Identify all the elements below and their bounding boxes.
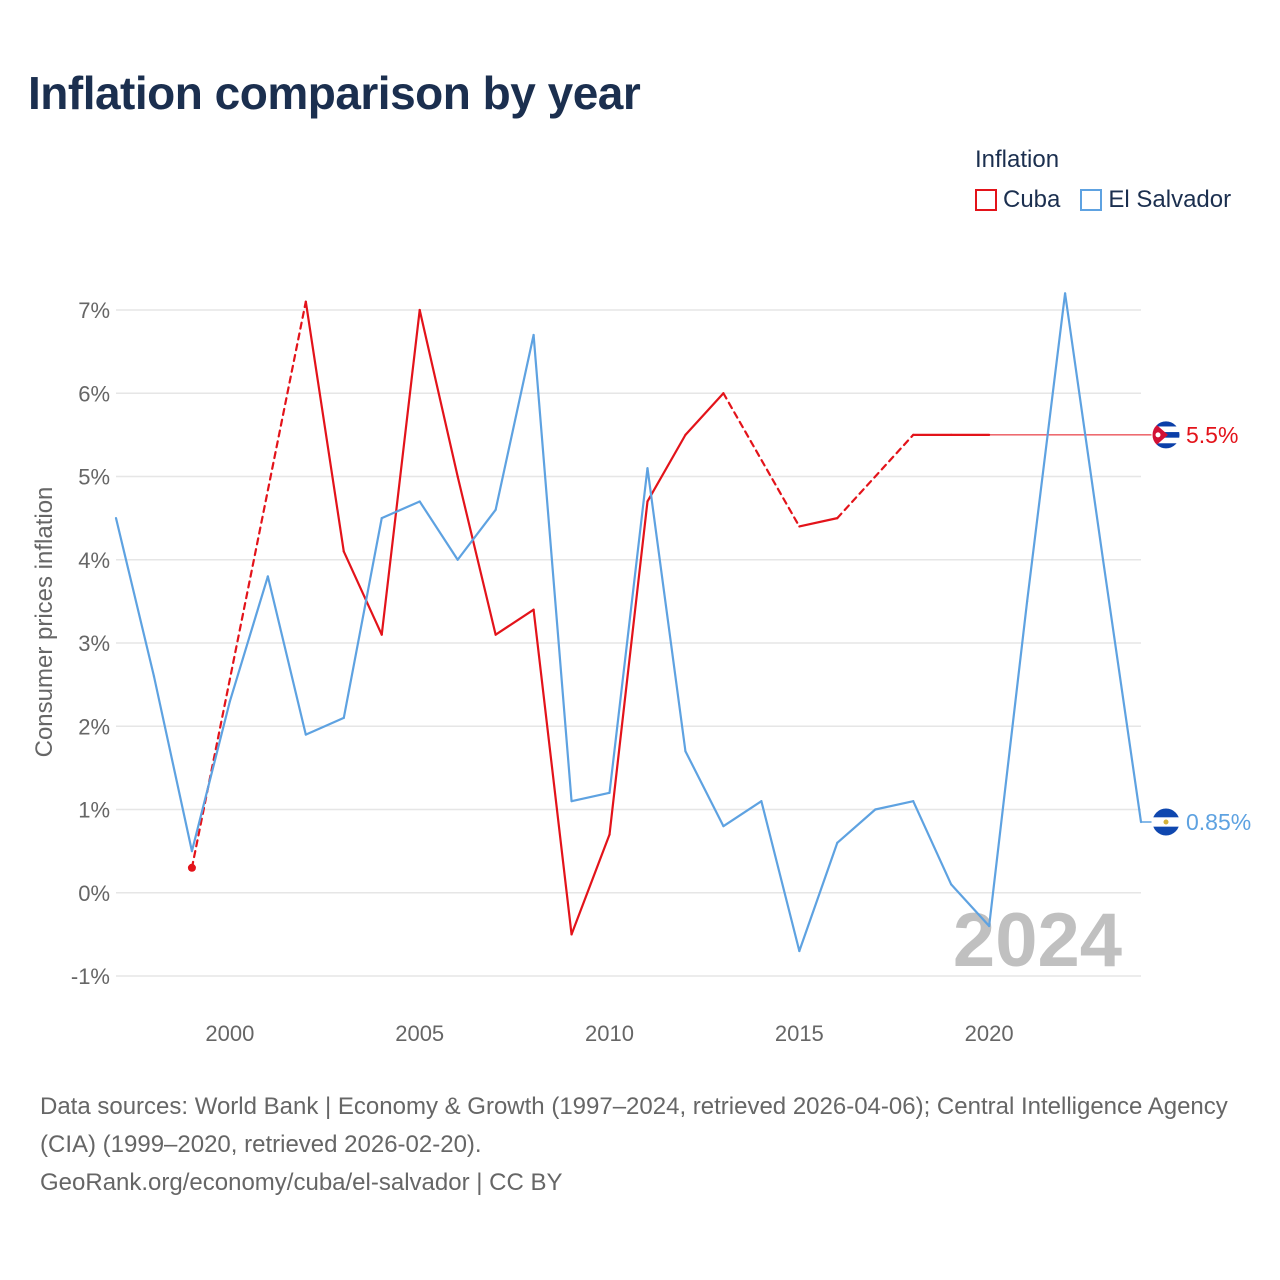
- cuba-line-segment: [608, 500, 649, 836]
- cuba-line-segment: [532, 608, 573, 936]
- y-tick-label: 5%: [78, 465, 110, 490]
- el-salvador-line-segment: [494, 333, 535, 511]
- el-salvador-line-segment: [988, 600, 1029, 928]
- y-tick-label: 6%: [78, 381, 110, 406]
- cuba-line-segment: [798, 517, 839, 528]
- x-tick-label: 2005: [395, 1021, 444, 1046]
- inflation-chart: 7% 6% 5% 4% 3% 2% 1% 0% -1% 2000 2005 2010 2015 2020…: [31, 292, 1251, 1046]
- el-salvador-line-segment: [798, 841, 839, 953]
- legend-swatch-el-salvador: [1080, 189, 1103, 211]
- el-salvador-line-segment: [456, 508, 497, 561]
- el-salvador-line-segment: [684, 750, 725, 828]
- el-salvador-line-segment: [874, 800, 915, 811]
- legend: Cuba El Salvador: [975, 186, 1251, 214]
- cuba-latest-value: 5.5%: [1186, 422, 1238, 448]
- el-salvador-line-segment: [532, 333, 573, 803]
- el-salvador-line-segment: [760, 800, 801, 953]
- cuba-line-segment: [494, 608, 535, 636]
- y-tick-label: 3%: [78, 631, 110, 656]
- el-salvador-line-segment: [380, 500, 421, 520]
- legend-title: Inflation: [975, 146, 1060, 173]
- el-salvador-line-segment: [228, 575, 269, 703]
- legend-swatch-cuba: [975, 189, 997, 211]
- el-salvador-line-segment: [1101, 558, 1143, 824]
- el-salvador-line-segment: [836, 808, 877, 844]
- footer: Data sources: World Bank | Economy & Gro…: [40, 1088, 1240, 1202]
- y-axis-label: Consumer prices inflation: [31, 487, 58, 758]
- el-salvador-line-segment: [114, 517, 156, 678]
- y-tick-label: -1%: [71, 964, 110, 989]
- el-salvador-line-segment: [342, 517, 383, 720]
- grid-lines: [116, 309, 1141, 977]
- el-salvador-line-segment: [304, 716, 345, 736]
- chart-title: Inflation comparison by year: [28, 67, 641, 119]
- el-salvador-line-segment: [418, 500, 459, 561]
- legend-label-cuba: Cuba: [1003, 186, 1061, 213]
- x-axis-ticks: 2000 2005 2010 2015 2020: [205, 1021, 1013, 1046]
- year-watermark: 2024: [953, 898, 1122, 983]
- y-tick-label: 4%: [78, 548, 110, 573]
- cuba-line-segment: [456, 475, 497, 636]
- el-salvador-line-segment: [608, 467, 649, 794]
- el-salvador-line-segment: [190, 700, 231, 853]
- legend-label-el-salvador: El Salvador: [1108, 186, 1232, 213]
- el-salvador-line-segment: [950, 883, 991, 928]
- cuba-line-segment: [722, 392, 801, 528]
- cuba-line-segment: [380, 308, 421, 636]
- el-salvador-line-segment: [266, 575, 307, 736]
- y-tick-label: 1%: [78, 798, 110, 823]
- x-tick-label: 2020: [965, 1021, 1014, 1046]
- y-axis-ticks: 7% 6% 5% 4% 3% 2% 1% 0% -1%: [71, 298, 110, 989]
- legend-item-el-salvador[interactable]: El Salvador: [1080, 186, 1231, 214]
- legend-item-cuba[interactable]: Cuba: [975, 186, 1060, 214]
- x-tick-label: 2015: [775, 1021, 824, 1046]
- y-tick-label: 2%: [78, 714, 110, 739]
- el-salvador-line-segment: [1026, 292, 1067, 603]
- cuba-line-segment: [836, 433, 915, 520]
- el-salvador-line-segment: [722, 800, 763, 828]
- cuba-flag-icon: [1152, 420, 1180, 449]
- end-markers: 5.5% 0.85%: [1151, 420, 1251, 837]
- cuba-line-segment: [570, 833, 611, 936]
- data-sources: Data sources: World Bank | Economy & Gro…: [40, 1093, 1228, 1158]
- cuba-flag-ring: [1151, 420, 1181, 450]
- el-salvador-line-segment: [152, 675, 194, 853]
- series-lines: [114, 292, 1166, 953]
- el-salvador-line-segment: [1063, 292, 1105, 561]
- credit-link[interactable]: GeoRank.org/economy/cuba/el-salvador | C…: [40, 1169, 563, 1196]
- cuba-line-segment: [646, 433, 687, 503]
- cuba-line-segment: [304, 300, 345, 553]
- cuba-line-segment: [684, 392, 725, 436]
- cuba-line-segment: [190, 300, 307, 869]
- el-salvador-line-segment: [570, 791, 611, 803]
- cuba-first-point: [187, 863, 196, 872]
- y-tick-label: 0%: [78, 881, 110, 906]
- el-salvador-flag-icon: [1152, 807, 1180, 836]
- el-salvador-flag-ring: [1151, 807, 1181, 837]
- el-salvador-latest-value: 0.85%: [1186, 809, 1251, 835]
- el-salvador-line-segment: [646, 467, 687, 753]
- el-salvador-line-segment: [912, 800, 953, 886]
- x-tick-label: 2010: [585, 1021, 634, 1046]
- cuba-line-segment: [418, 308, 459, 478]
- y-tick-label: 7%: [78, 298, 110, 323]
- cuba-line-segment: [342, 550, 383, 636]
- x-tick-label: 2000: [205, 1021, 254, 1046]
